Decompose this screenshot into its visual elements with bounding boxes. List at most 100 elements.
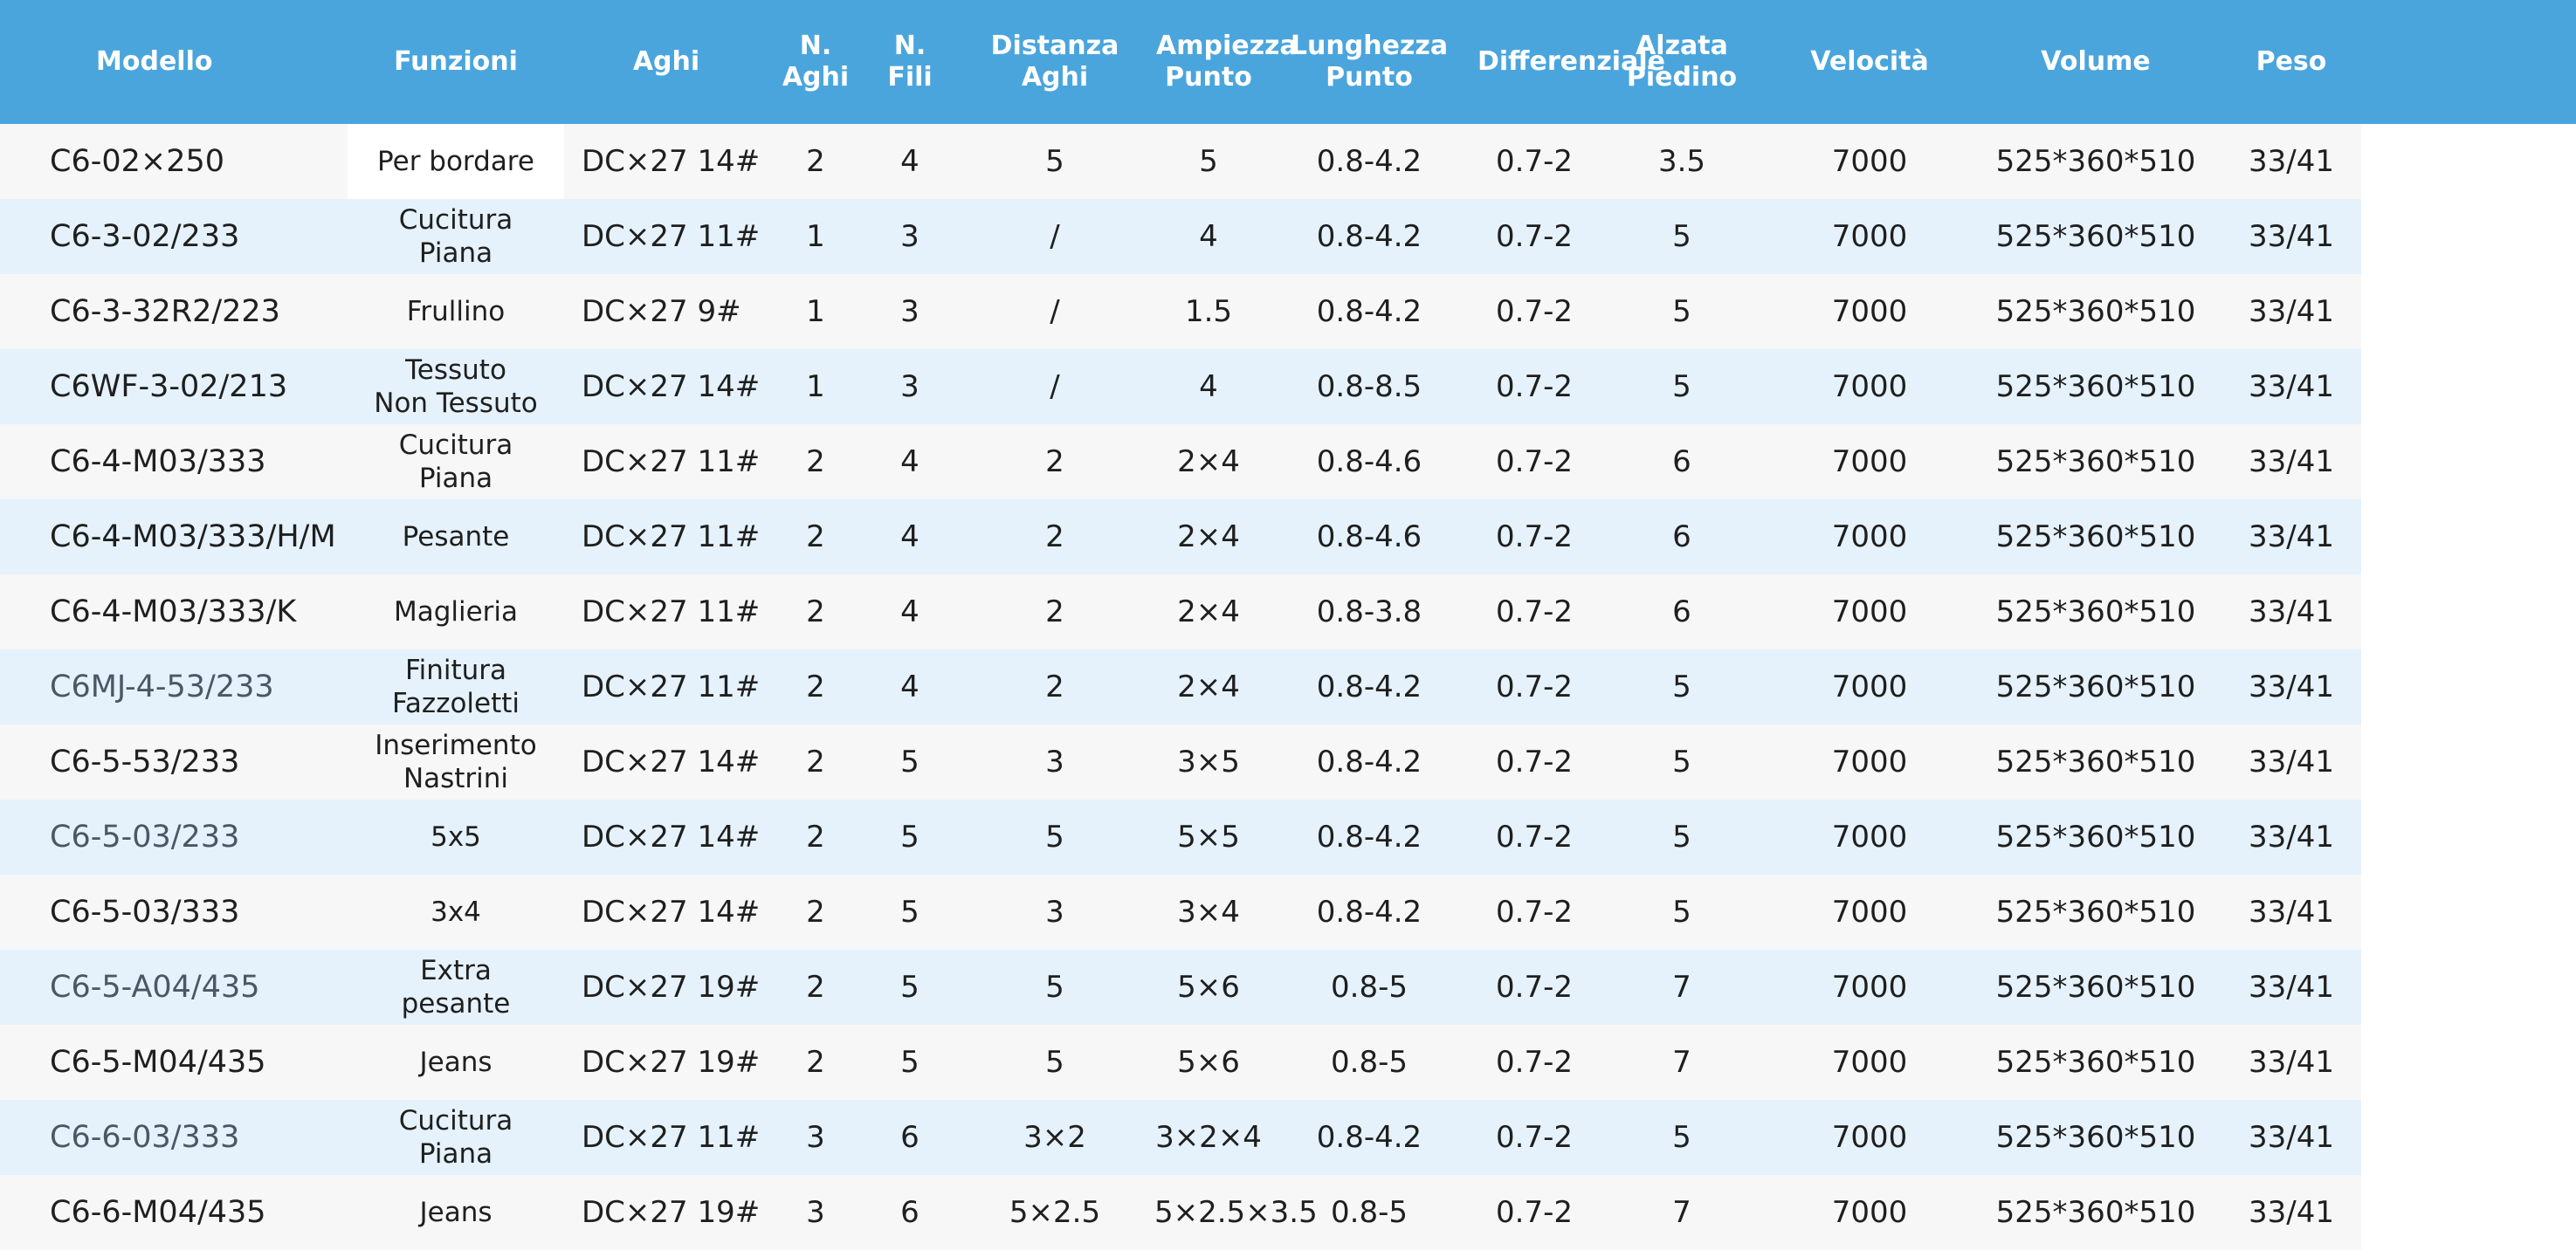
cell-peso: 33/41 bbox=[2221, 875, 2361, 950]
cell-aghi: DC×27 19# bbox=[564, 1025, 768, 1100]
cell-funzioni: Pesante bbox=[348, 499, 564, 574]
cell-alzata-piedino: 6 bbox=[1595, 499, 1769, 574]
cell-n-aghi: 2 bbox=[768, 950, 863, 1025]
header-n-aghi: N. Aghi bbox=[782, 31, 850, 93]
cell-spacer bbox=[2361, 875, 2576, 950]
cell-alzata-piedino: 7 bbox=[1595, 1175, 1769, 1250]
cell-differenziale: 0.7-2 bbox=[1474, 649, 1595, 725]
cell-n-aghi: 1 bbox=[768, 274, 863, 349]
cell-spacer bbox=[2361, 199, 2576, 274]
cell-n-fili: 3 bbox=[863, 199, 957, 274]
cell-volume: 525*360*510 bbox=[1970, 424, 2221, 499]
cell-modello: C6-5-A04/435 bbox=[0, 950, 348, 1025]
cell-alzata-piedino: 5 bbox=[1595, 349, 1769, 424]
cell-velocita: 7000 bbox=[1769, 424, 1970, 499]
cell-modello: C6WF-3-02/213 bbox=[0, 349, 348, 424]
cell-alzata-piedino: 7 bbox=[1595, 1025, 1769, 1100]
cell-funzioni: Cucitura Piana bbox=[348, 1100, 564, 1175]
cell-spacer bbox=[2361, 574, 2576, 649]
cell-peso: 33/41 bbox=[2221, 424, 2361, 499]
cell-modello: C6-4-M03/333/H/M bbox=[0, 499, 348, 574]
cell-lunghezza-punto: 0.8-4.2 bbox=[1264, 274, 1474, 349]
cell-volume: 525*360*510 bbox=[1970, 649, 2221, 725]
cell-volume: 525*360*510 bbox=[1970, 574, 2221, 649]
cell-peso: 33/41 bbox=[2221, 649, 2361, 725]
cell-alzata-piedino: 5 bbox=[1595, 274, 1769, 349]
cell-velocita: 7000 bbox=[1769, 574, 1970, 649]
cell-velocita: 7000 bbox=[1769, 1100, 1970, 1175]
cell-differenziale: 0.7-2 bbox=[1474, 124, 1595, 199]
cell-n-fili: 4 bbox=[863, 124, 957, 199]
table-row: C6-5-M04/435 Jeans DC×27 19# 2 5 5 5×6 0… bbox=[0, 1025, 2576, 1100]
table-row: C6-4-M03/333/H/M Pesante DC×27 11# 2 4 2… bbox=[0, 499, 2576, 574]
cell-distanza-aghi: / bbox=[957, 274, 1153, 349]
cell-differenziale: 0.7-2 bbox=[1474, 424, 1595, 499]
header-modello: Modello bbox=[96, 46, 213, 77]
cell-lunghezza-punto: 0.8-4.2 bbox=[1264, 875, 1474, 950]
cell-spacer bbox=[2361, 124, 2576, 199]
cell-aghi: DC×27 14# bbox=[564, 349, 768, 424]
cell-aghi: DC×27 14# bbox=[564, 875, 768, 950]
cell-modello: C6-4-M03/333 bbox=[0, 424, 348, 499]
cell-funzioni: Maglieria bbox=[348, 574, 564, 649]
cell-lunghezza-punto: 0.8-3.8 bbox=[1264, 574, 1474, 649]
cell-ampiezza-punto: 4 bbox=[1153, 199, 1264, 274]
table-row: C6MJ-4-53/233 Finitura Fazzoletti DC×27 … bbox=[0, 649, 2576, 725]
cell-n-aghi: 1 bbox=[768, 199, 863, 274]
cell-distanza-aghi: / bbox=[957, 199, 1153, 274]
cell-lunghezza-punto: 0.8-4.2 bbox=[1264, 649, 1474, 725]
cell-spacer bbox=[2361, 499, 2576, 574]
cell-aghi: DC×27 11# bbox=[564, 199, 768, 274]
cell-funzioni: 5x5 bbox=[348, 800, 564, 875]
header-aghi: Aghi bbox=[632, 46, 700, 77]
cell-n-aghi: 2 bbox=[768, 800, 863, 875]
cell-spacer bbox=[2361, 424, 2576, 499]
cell-lunghezza-punto: 0.8-4.2 bbox=[1264, 199, 1474, 274]
cell-ampiezza-punto: 4 bbox=[1153, 349, 1264, 424]
cell-lunghezza-punto: 0.8-4.2 bbox=[1264, 800, 1474, 875]
cell-distanza-aghi: 2 bbox=[957, 649, 1153, 725]
cell-funzioni: Cucitura Piana bbox=[348, 199, 564, 274]
cell-peso: 33/41 bbox=[2221, 499, 2361, 574]
cell-distanza-aghi: 5 bbox=[957, 124, 1153, 199]
cell-peso: 33/41 bbox=[2221, 950, 2361, 1025]
table-row: C6-3-32R2/223 Frullino DC×27 9# 1 3 / 1.… bbox=[0, 274, 2576, 349]
cell-modello: C6-5-03/233 bbox=[0, 800, 348, 875]
table-row: C6-6-03/333 Cucitura Piana DC×27 11# 3 6… bbox=[0, 1100, 2576, 1175]
cell-ampiezza-punto: 2×4 bbox=[1153, 574, 1264, 649]
cell-n-fili: 3 bbox=[863, 274, 957, 349]
cell-peso: 33/41 bbox=[2221, 349, 2361, 424]
header-differenziale: Differenziale bbox=[1477, 46, 1665, 77]
table-row: C6-6-M04/435 Jeans DC×27 19# 3 6 5×2.5 5… bbox=[0, 1175, 2576, 1250]
cell-alzata-piedino: 5 bbox=[1595, 800, 1769, 875]
cell-funzioni: Extra pesante bbox=[348, 950, 564, 1025]
header-volume: Volume bbox=[2041, 46, 2151, 77]
cell-lunghezza-punto: 0.8-4.6 bbox=[1264, 424, 1474, 499]
cell-differenziale: 0.7-2 bbox=[1474, 199, 1595, 274]
cell-alzata-piedino: 5 bbox=[1595, 199, 1769, 274]
cell-peso: 33/41 bbox=[2221, 1100, 2361, 1175]
cell-spacer bbox=[2361, 800, 2576, 875]
cell-differenziale: 0.7-2 bbox=[1474, 800, 1595, 875]
header-ampiezza-punto: Ampiezza Punto bbox=[1156, 31, 1298, 93]
cell-n-fili: 4 bbox=[863, 649, 957, 725]
cell-spacer bbox=[2361, 349, 2576, 424]
cell-funzioni: 3x4 bbox=[348, 875, 564, 950]
cell-n-fili: 5 bbox=[863, 725, 957, 800]
cell-volume: 525*360*510 bbox=[1970, 1025, 2221, 1100]
cell-volume: 525*360*510 bbox=[1970, 124, 2221, 199]
table-row: C6-3-02/233 Cucitura Piana DC×27 11# 1 3… bbox=[0, 199, 2576, 274]
header-peso: Peso bbox=[2256, 46, 2327, 77]
cell-velocita: 7000 bbox=[1769, 800, 1970, 875]
cell-ampiezza-punto: 5 bbox=[1153, 124, 1264, 199]
header-lunghezza-punto: Lunghezza Punto bbox=[1290, 31, 1449, 93]
header-distanza-aghi: Distanza Aghi bbox=[990, 31, 1119, 93]
cell-differenziale: 0.7-2 bbox=[1474, 349, 1595, 424]
cell-n-aghi: 3 bbox=[768, 1175, 863, 1250]
cell-peso: 33/41 bbox=[2221, 1175, 2361, 1250]
cell-distanza-aghi: 3 bbox=[957, 725, 1153, 800]
cell-funzioni: Inserimento Nastrini bbox=[348, 725, 564, 800]
cell-alzata-piedino: 6 bbox=[1595, 574, 1769, 649]
table-row: C6-4-M03/333/K Maglieria DC×27 11# 2 4 2… bbox=[0, 574, 2576, 649]
cell-peso: 33/41 bbox=[2221, 124, 2361, 199]
